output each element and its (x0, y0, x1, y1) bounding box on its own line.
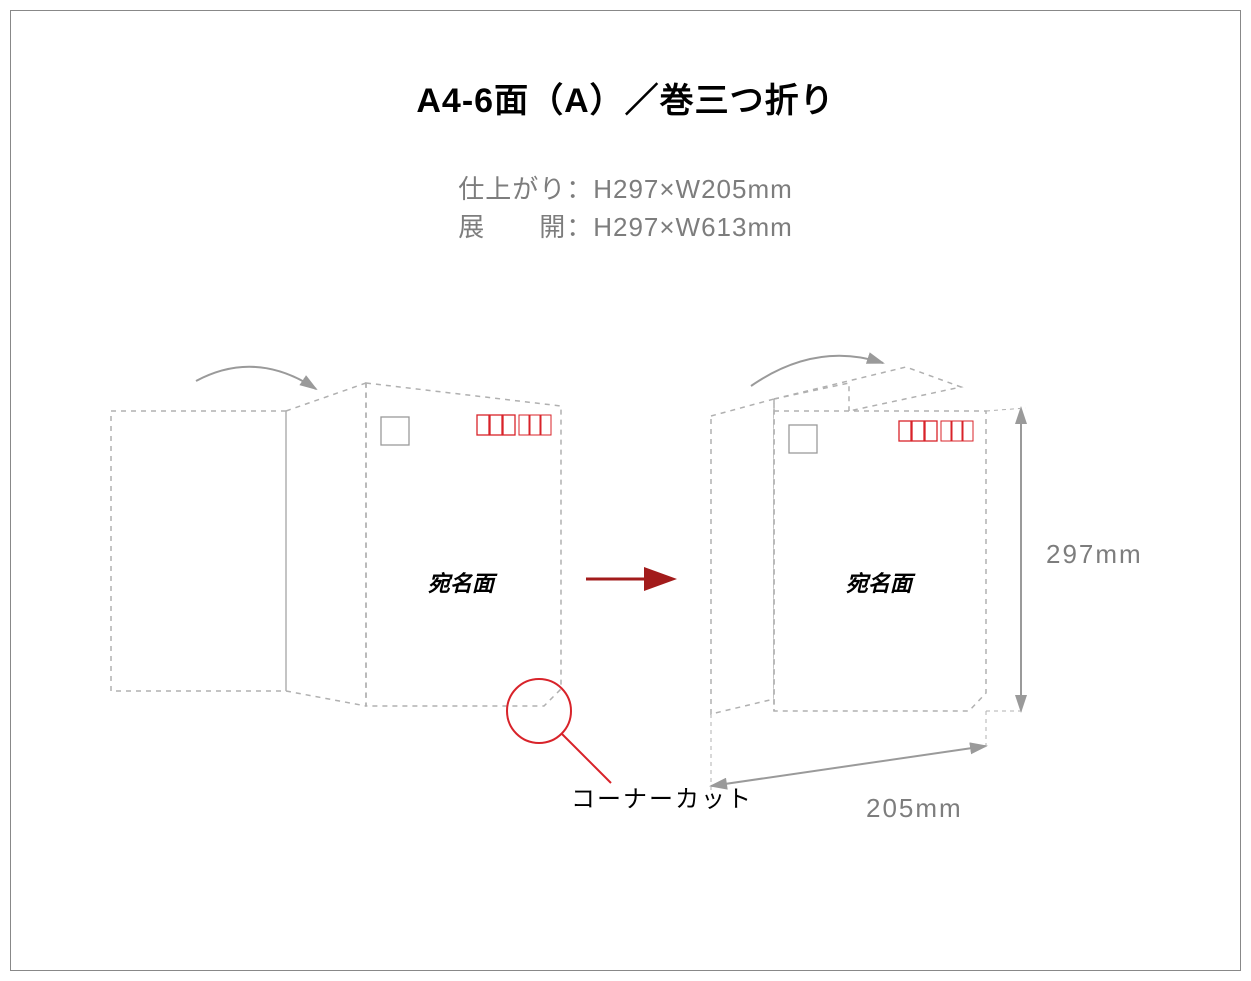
right-inner-flap (774, 367, 961, 411)
diagram-frame: A4-6面（A）／巻三つ折り 仕上がり：H297×W205mm 展 開：H297… (10, 10, 1241, 971)
left-panel-label: 宛名面 (428, 571, 498, 596)
corner-cut-label: コーナーカット (571, 779, 753, 814)
right-front-panel (774, 411, 986, 711)
right-mid-edge (774, 383, 849, 411)
left-fold-arrow-icon (196, 367, 316, 389)
diagram-canvas: 宛名面 宛名面 (11, 11, 1240, 970)
right-fold-arrow-icon (751, 356, 883, 386)
left-front-panel (366, 383, 561, 706)
height-dim-label: 297mm (1046, 539, 1143, 570)
corner-callout-line-icon (562, 734, 611, 783)
left-back-panel (111, 411, 286, 691)
right-back-left (711, 399, 774, 714)
left-spine-edges (286, 383, 366, 706)
right-panel-label: 宛名面 (846, 571, 916, 596)
width-dim-label: 205mm (866, 793, 963, 824)
